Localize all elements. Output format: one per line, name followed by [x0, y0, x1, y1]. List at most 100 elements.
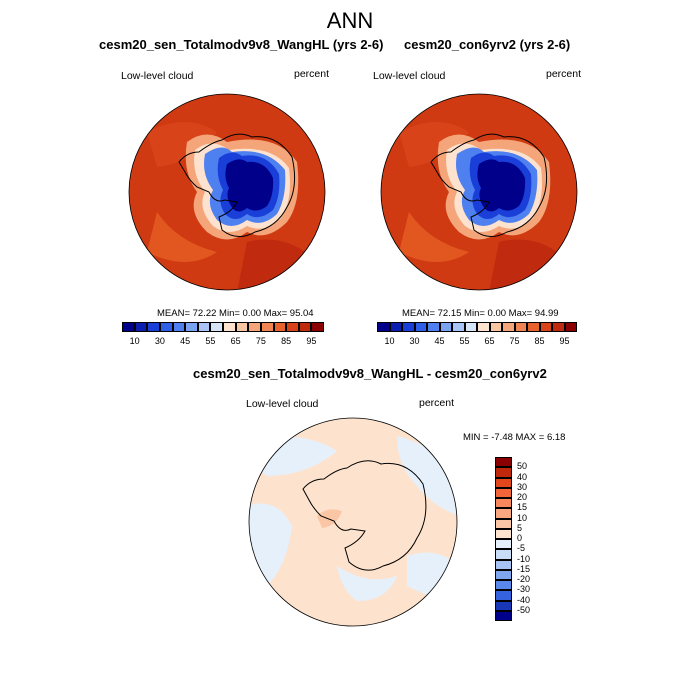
- colorbar-swatch: [495, 467, 512, 478]
- map-boundary: [248, 417, 458, 627]
- panel-1-colorbar: 10 30 45 55 65 75 85 95: [122, 322, 324, 346]
- colorbar-tick-label: -15: [517, 563, 531, 574]
- colorbar-swatch: [286, 322, 299, 332]
- colorbar-swatch: [514, 322, 527, 332]
- cloud-band: [399, 122, 469, 167]
- colorbar-tick-label: 85: [534, 336, 545, 346]
- colorbar-tick-label: 10: [384, 336, 395, 346]
- colorbar-tick-label: -50: [517, 604, 531, 615]
- colorbar-swatch: [452, 322, 465, 332]
- colorbar-swatch: [273, 322, 287, 332]
- colorbar-tick-label: 30: [409, 336, 420, 346]
- diff-panel-title: cesm20_sen_Totalmodv9v8_WangHL - cesm20_…: [193, 366, 547, 381]
- cloud-band: [147, 212, 217, 262]
- colorbar-swatch: [311, 322, 324, 332]
- colorbar-tick-label: -40: [517, 594, 531, 605]
- colorbar-swatch: [235, 322, 249, 332]
- colorbar-tick-label: 55: [459, 336, 470, 346]
- colorbar-swatch: [539, 322, 552, 332]
- colorbar-swatch: [147, 322, 160, 332]
- antarctic-low-cloud: [477, 159, 526, 212]
- colorbar-tick-label: 75: [509, 336, 520, 346]
- panel-1-title: cesm20_sen_Totalmodv9v8_WangHL (yrs 2-6): [99, 37, 384, 52]
- colorbar-swatch: [439, 322, 452, 332]
- colorbar-swatch: [495, 590, 512, 601]
- colorbar-swatch: [377, 322, 390, 332]
- colorbar-swatch: [495, 549, 512, 560]
- panel-2-variable-label: Low-level cloud: [373, 70, 446, 82]
- colorbar-tick-label: -20: [517, 574, 531, 584]
- panel-2-units-label: percent: [546, 68, 582, 80]
- colorbar-swatch: [134, 322, 148, 332]
- colorbar-swatch: [495, 610, 512, 621]
- antarctica-coastline: [302, 460, 427, 571]
- panel-2-colorbar: 10 30 45 55 65 75 85 95: [377, 322, 577, 346]
- panel-2-polar-map: [380, 93, 578, 291]
- colorbar-swatch: [495, 477, 512, 488]
- panel-2-stats: MEAN= 72.15 Min= 0.00 Max= 94.99: [402, 308, 559, 319]
- colorbar-swatch: [502, 322, 515, 332]
- panel-2-title: cesm20_con6yrv2 (yrs 2-6): [404, 37, 571, 52]
- colorbar-swatch: [248, 322, 261, 332]
- colorbar-swatch: [185, 322, 198, 332]
- colorbar-swatch: [427, 322, 440, 332]
- panel-1-polar-map: [128, 93, 326, 291]
- colorbar-swatch: [414, 322, 427, 332]
- colorbar-tick-label: 65: [484, 336, 495, 346]
- panel-1-units-label: percent: [294, 68, 330, 80]
- colorbar-swatch: [495, 580, 512, 591]
- colorbar-swatch: [260, 322, 274, 332]
- colorbar-swatch: [489, 322, 502, 332]
- map-boundary: [128, 93, 326, 291]
- diff-panel-variable-label: Low-level cloud: [246, 398, 319, 410]
- colorbar-swatch: [402, 322, 415, 332]
- negative-difference-region: [397, 436, 457, 516]
- diff-colorbar: 50 40 30 20 15 10 5 0 -5 -10 -15 -20 -30 -40 -50: [495, 457, 530, 621]
- cloud-band: [147, 122, 217, 167]
- colorbar-tick-label: 10: [517, 512, 528, 523]
- colorbar-swatch: [464, 322, 477, 332]
- colorbar-swatch: [122, 322, 135, 332]
- colorbar-tick-label: 95: [559, 336, 570, 346]
- colorbar-tick-label: 95: [306, 336, 317, 346]
- cloud-band: [399, 212, 469, 262]
- colorbar-swatch: [210, 322, 223, 332]
- colorbar-swatch: [159, 322, 173, 332]
- colorbar-swatch: [552, 322, 565, 332]
- colorbar-tick-label: 45: [180, 336, 191, 346]
- colorbar-swatch: [495, 559, 512, 570]
- colorbar-tick-label: 5: [517, 522, 523, 533]
- colorbar-swatch: [495, 569, 512, 580]
- colorbar-swatch: [564, 322, 577, 332]
- colorbar-swatch: [197, 322, 211, 332]
- map-boundary: [380, 93, 578, 291]
- colorbar-swatch: [495, 498, 512, 509]
- colorbar-swatch: [389, 322, 402, 332]
- colorbar-tick-label: 30: [154, 336, 165, 346]
- colorbar-tick-label: 65: [230, 336, 241, 346]
- panel-1-variable-label: Low-level cloud: [121, 70, 194, 82]
- colorbar-tick-label: 15: [517, 502, 528, 513]
- colorbar-tick-label: 75: [255, 336, 266, 346]
- diff-panel-polar-map: [248, 417, 458, 627]
- colorbar-tick-label: -5: [517, 543, 526, 554]
- colorbar-swatch: [172, 322, 186, 332]
- colorbar-tick-label: 45: [434, 336, 445, 346]
- colorbar-swatch: [223, 322, 236, 332]
- colorbar-tick-label: -10: [517, 553, 531, 564]
- antarctic-low-cloud: [225, 159, 274, 212]
- diff-panel-stats: MIN = -7.48 MAX = 6.18: [463, 432, 566, 443]
- panel-1-stats: MEAN= 72.22 Min= 0.00 Max= 95.04: [157, 308, 314, 319]
- colorbar-tick-label: 40: [517, 471, 528, 482]
- colorbar-swatch: [477, 322, 490, 332]
- colorbar-tick-label: 30: [517, 481, 528, 492]
- colorbar-tick-label: 0: [517, 533, 523, 543]
- colorbar-swatch: [495, 457, 512, 468]
- colorbar-tick-label: 55: [205, 336, 216, 346]
- colorbar-swatch: [495, 528, 512, 539]
- colorbar-tick-label: 10: [129, 336, 140, 346]
- colorbar-tick-label: 20: [517, 492, 528, 502]
- colorbar-swatch: [495, 539, 512, 550]
- antarctica-coastline: [430, 133, 548, 237]
- colorbar-swatch: [495, 600, 512, 611]
